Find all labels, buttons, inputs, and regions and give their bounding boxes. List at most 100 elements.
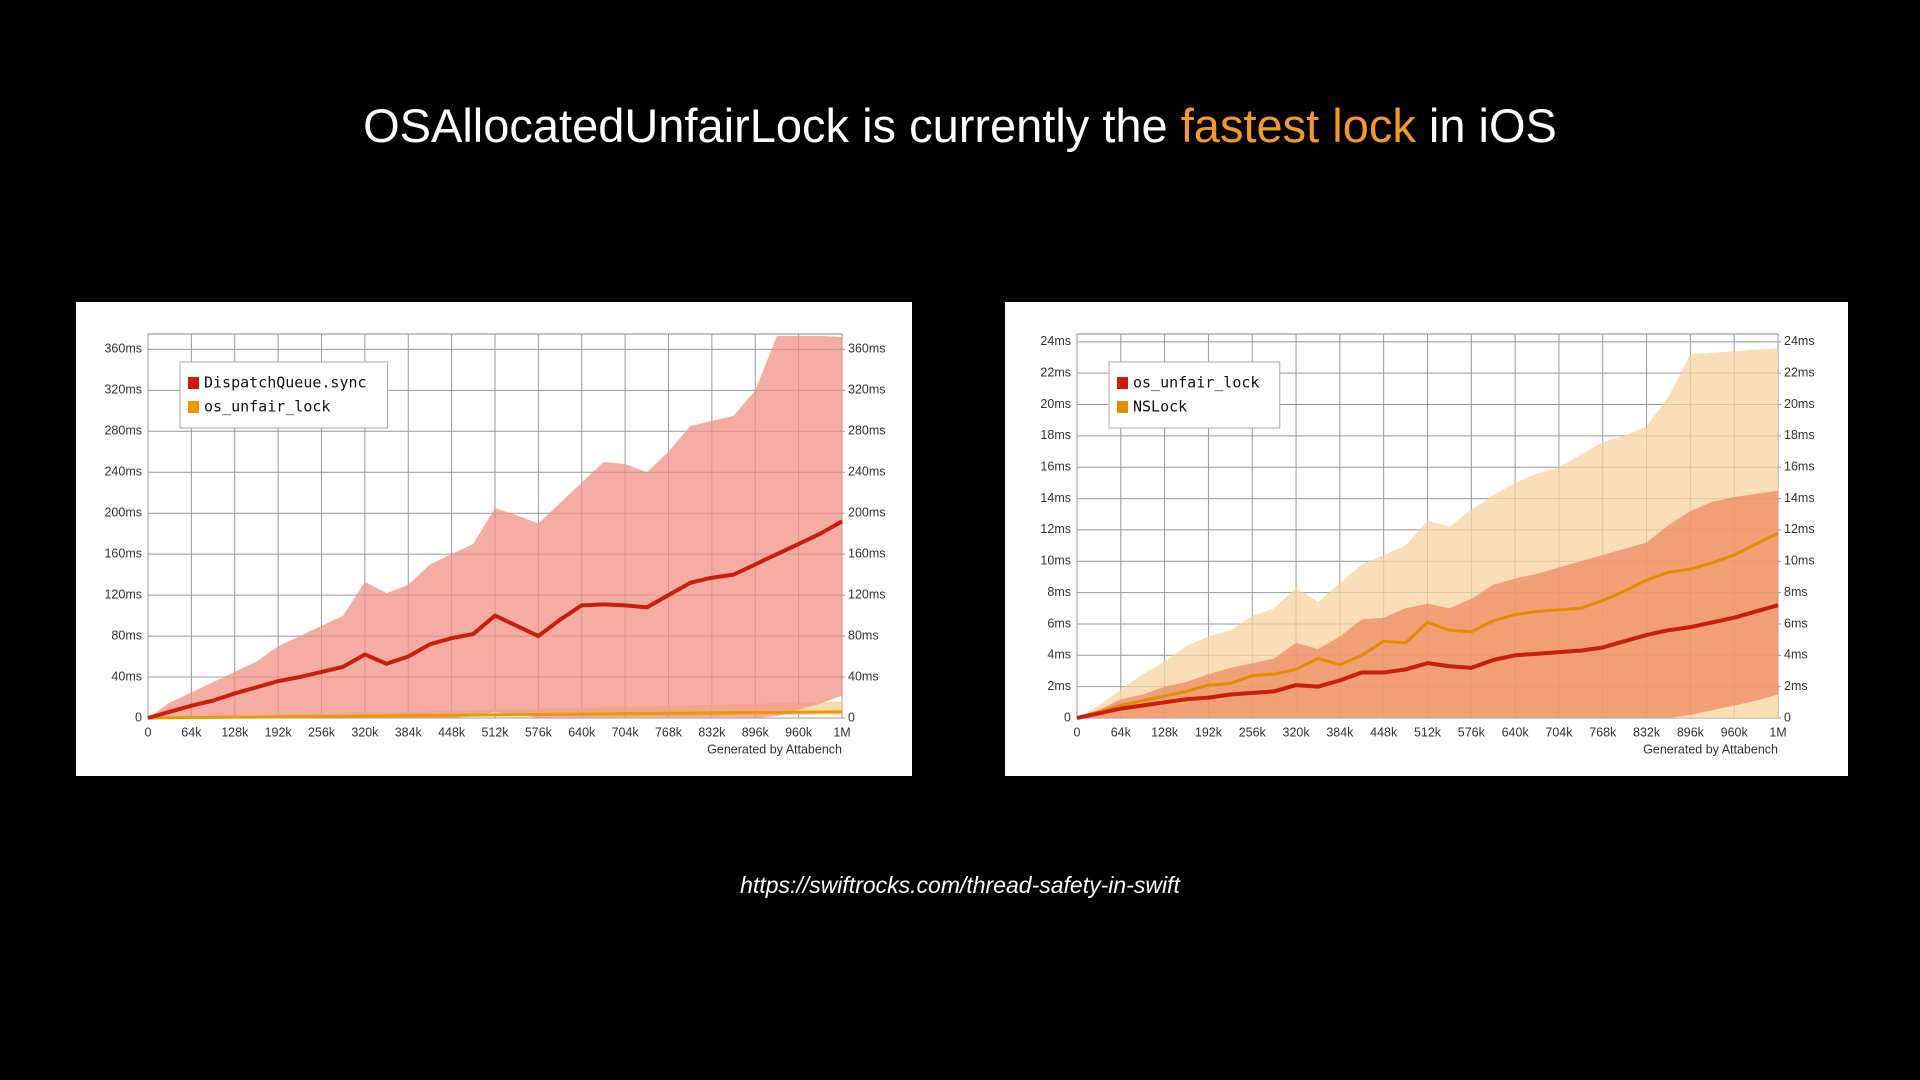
y-tick-label: 0 (135, 710, 142, 724)
y2-tick-label: 360ms (848, 342, 886, 356)
y-tick-label: 24ms (1040, 334, 1071, 348)
x-tick-label: 832k (1633, 725, 1661, 739)
legend-swatch (188, 401, 199, 413)
x-tick-label: 704k (612, 725, 640, 739)
y2-tick-label: 80ms (848, 628, 879, 642)
x-tick-label: 512k (1414, 725, 1442, 739)
x-tick-label: 0 (1074, 725, 1081, 739)
y-tick-label: 20ms (1040, 397, 1071, 411)
x-tick-label: 320k (1283, 725, 1311, 739)
y2-tick-label: 8ms (1784, 585, 1808, 599)
y-tick-label: 16ms (1040, 460, 1071, 474)
x-tick-label: 256k (308, 725, 336, 739)
x-tick-label: 960k (785, 725, 813, 739)
x-tick-label: 640k (1502, 725, 1530, 739)
x-tick-label: 896k (742, 725, 770, 739)
y2-tick-label: 6ms (1784, 616, 1808, 630)
legend-label: DispatchQueue.sync (204, 374, 367, 392)
y-tick-label: 2ms (1047, 679, 1071, 693)
x-tick-label: 128k (1151, 725, 1179, 739)
y-tick-label: 8ms (1047, 585, 1071, 599)
x-tick-label: 128k (221, 725, 249, 739)
x-tick-label: 768k (1589, 725, 1617, 739)
legend-label: os_unfair_lock (204, 398, 330, 416)
legend-box (1109, 362, 1280, 428)
x-tick-label: 704k (1545, 725, 1573, 739)
y-tick-label: 12ms (1040, 522, 1071, 536)
legend-swatch (1117, 401, 1128, 413)
y2-tick-label: 10ms (1784, 554, 1815, 568)
y-tick-label: 22ms (1040, 365, 1071, 379)
legend-swatch (188, 377, 199, 389)
y2-tick-label: 320ms (848, 383, 886, 397)
x-tick-label: 0 (145, 725, 152, 739)
y2-tick-label: 240ms (848, 465, 886, 479)
y2-tick-label: 12ms (1784, 522, 1815, 536)
y2-tick-label: 40ms (848, 669, 879, 683)
y-tick-label: 360ms (104, 342, 142, 356)
y2-tick-label: 120ms (848, 587, 886, 601)
title-text: OSAllocatedUnfairLock is currently the (363, 99, 1181, 152)
legend-label: os_unfair_lock (1133, 374, 1259, 392)
x-tick-label: 640k (568, 725, 596, 739)
x-tick-label: 384k (395, 725, 423, 739)
x-tick-label: 192k (265, 725, 293, 739)
x-tick-label: 896k (1677, 725, 1705, 739)
x-tick-label: 256k (1239, 725, 1267, 739)
y2-tick-label: 0 (848, 710, 855, 724)
legend-swatch (1117, 377, 1128, 389)
y-tick-label: 6ms (1047, 616, 1071, 630)
x-tick-label: 448k (1370, 725, 1398, 739)
title-highlight: fastest lock (1181, 99, 1416, 152)
y2-tick-label: 14ms (1784, 491, 1815, 505)
y2-tick-label: 20ms (1784, 397, 1815, 411)
y2-tick-label: 18ms (1784, 428, 1815, 442)
y-tick-label: 4ms (1047, 648, 1071, 662)
x-tick-label: 384k (1326, 725, 1354, 739)
y-tick-label: 14ms (1040, 491, 1071, 505)
y2-tick-label: 280ms (848, 424, 886, 438)
caption: Generated by Attabench (1643, 742, 1778, 756)
x-tick-label: 576k (1458, 725, 1486, 739)
y2-tick-label: 4ms (1784, 648, 1808, 662)
slide-title: OSAllocatedUnfairLock is currently the f… (0, 98, 1920, 153)
caption: Generated by Attabench (707, 742, 842, 756)
y-tick-label: 40ms (111, 669, 142, 683)
x-tick-label: 960k (1721, 725, 1749, 739)
chart: 0 2ms 4ms 6ms 8ms 10ms 12ms 14ms 16ms 18ms 20ms 22m… (1005, 302, 1848, 776)
x-tick-label: 768k (655, 725, 683, 739)
y-tick-label: 0 (1064, 710, 1071, 724)
y-tick-label: 160ms (104, 546, 142, 560)
y-tick-label: 280ms (104, 424, 142, 438)
y-tick-label: 200ms (104, 505, 142, 519)
y2-tick-label: 200ms (848, 505, 886, 519)
title-text: in iOS (1416, 99, 1557, 152)
x-tick-label: 512k (481, 725, 509, 739)
x-tick-label: 1M (1769, 725, 1786, 739)
x-tick-label: 192k (1195, 725, 1223, 739)
y2-tick-label: 16ms (1784, 460, 1815, 474)
y-tick-label: 120ms (104, 587, 142, 601)
legend-label: NSLock (1133, 398, 1187, 416)
x-tick-label: 576k (525, 725, 553, 739)
y2-tick-label: 160ms (848, 546, 886, 560)
chart: 0 40ms 80ms 120ms 160ms 200ms 240ms 280ms 320ms 3… (76, 302, 912, 776)
y2-tick-label: 24ms (1784, 334, 1815, 348)
y2-tick-label: 0 (1784, 710, 1791, 724)
x-tick-label: 320k (351, 725, 379, 739)
y2-tick-label: 2ms (1784, 679, 1808, 693)
source-link: https://swiftrocks.com/thread-safety-in-… (0, 872, 1920, 899)
y-tick-label: 18ms (1040, 428, 1071, 442)
y-tick-label: 80ms (111, 628, 142, 642)
y-tick-label: 10ms (1040, 554, 1071, 568)
y2-tick-label: 22ms (1784, 365, 1815, 379)
x-tick-label: 1M (833, 725, 850, 739)
x-tick-label: 64k (181, 725, 202, 739)
x-tick-label: 832k (698, 725, 726, 739)
y-tick-label: 320ms (104, 383, 142, 397)
x-tick-label: 64k (1111, 725, 1132, 739)
y-tick-label: 240ms (104, 465, 142, 479)
legend-box (180, 362, 388, 428)
x-tick-label: 448k (438, 725, 466, 739)
